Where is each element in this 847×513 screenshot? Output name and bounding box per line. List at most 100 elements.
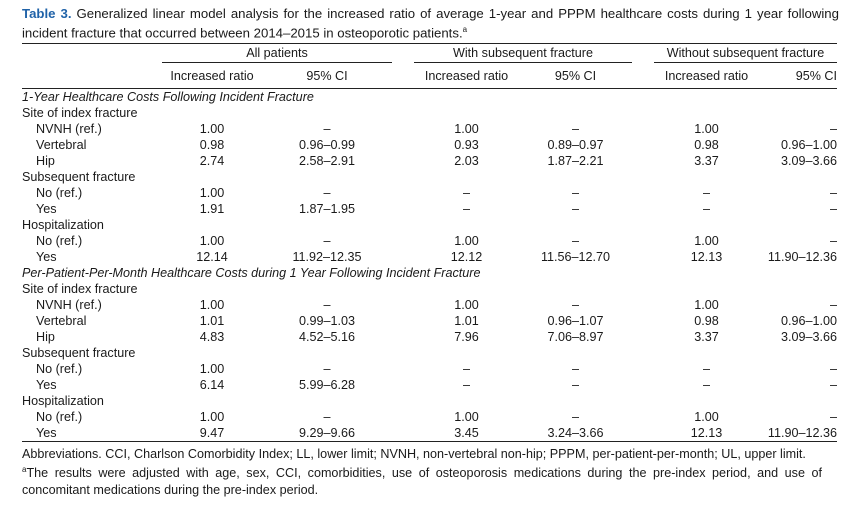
column-header: 95% CI — [795, 68, 837, 83]
ratio-cell: 1.00 — [199, 234, 225, 249]
table-notes: Abbreviations. CCI, Charlson Comorbidity… — [22, 446, 822, 497]
ratio-cell: 1.00 — [694, 410, 719, 425]
ratio-cell: 2.03 — [454, 154, 479, 169]
ci-cell: – — [323, 362, 331, 377]
spacer-cell — [632, 153, 654, 169]
ratio-cell: 3.37 — [694, 330, 719, 345]
spacer-cell — [632, 137, 654, 153]
ci-cell: – — [571, 202, 579, 217]
ci-cell: – — [323, 234, 331, 249]
results-table: All patients With subsequent fracture Wi… — [22, 43, 837, 442]
ci-cell: – — [571, 298, 579, 313]
ratio-cell: 1.00 — [454, 234, 479, 249]
row-label: Yes — [36, 202, 57, 217]
spacer-cell — [632, 313, 654, 329]
category-label: Site of index fracture — [22, 106, 138, 121]
table-row: Vertebral 1.01 0.99–1.03 1.01 0.96–1.07 0.98 0… — [22, 313, 837, 329]
row-label: Vertebral — [36, 138, 87, 153]
ratio-cell: 1.00 — [199, 186, 225, 201]
ratio-cell: 1.00 — [199, 410, 225, 425]
ci-cell: – — [571, 186, 579, 201]
ratio-cell: 1.00 — [454, 298, 479, 313]
ci-cell: 1.87–1.95 — [298, 202, 356, 217]
ratio-cell: 2.74 — [199, 154, 225, 169]
category-row: Subsequent fracture — [22, 169, 837, 185]
ci-cell: 2.58–2.91 — [298, 154, 356, 169]
spacer-cell — [632, 185, 654, 201]
ratio-cell: – — [702, 362, 710, 377]
ci-cell: 7.06–8.97 — [547, 330, 604, 345]
caption-footnote-mark: a — [462, 25, 468, 34]
footnote-mark: a — [22, 465, 27, 475]
ratio-cell: 3.45 — [454, 426, 479, 441]
group-header: With subsequent fracture — [414, 43, 632, 64]
ci-cell: 3.24–3.66 — [547, 426, 604, 441]
row-label: Yes — [36, 426, 57, 441]
table-row: Hip 4.83 4.52–5.16 7.96 7.06–8.97 3.37 3.09–3.… — [22, 329, 837, 345]
table-row: Hip 2.74 2.58–2.91 2.03 1.87–2.21 3.37 3.09–3.… — [22, 153, 837, 169]
category-row: Hospitalization — [22, 393, 837, 409]
abbreviations-note: Abbreviations. CCI, Charlson Comorbidity… — [22, 447, 806, 462]
ci-cell: 11.90–12.36 — [767, 426, 837, 441]
ratio-cell: 0.98 — [694, 314, 719, 329]
footnote-text: The results were adjusted with age, sex,… — [22, 466, 822, 497]
row-label: NVNH (ref.) — [36, 298, 102, 313]
table-label: Table 3. — [22, 6, 72, 21]
spacer-cell — [392, 409, 414, 425]
category-row: Site of index fracture — [22, 281, 837, 297]
ci-cell: 5.99–6.28 — [298, 378, 356, 393]
ratio-cell: – — [462, 186, 470, 201]
table-row: NVNH (ref.) 1.00 – 1.00 – 1.00 – — [22, 297, 837, 313]
ratio-cell: 4.83 — [199, 330, 225, 345]
section-title: 1-Year Healthcare Costs Following Incide… — [22, 90, 314, 105]
ratio-cell: – — [702, 186, 710, 201]
ci-cell: 11.92–12.35 — [292, 250, 362, 265]
adjustment-footnote: aThe results were adjusted with age, sex… — [22, 462, 822, 497]
ci-cell: – — [323, 410, 331, 425]
row-label: Hip — [36, 330, 55, 345]
section-row: 1-Year Healthcare Costs Following Incide… — [22, 89, 837, 106]
ratio-cell: 1.00 — [694, 298, 719, 313]
row-label: NVNH (ref.) — [36, 122, 102, 137]
ci-cell: 1.87–2.21 — [547, 154, 604, 169]
table-row: No (ref.) 1.00 – – – – – — [22, 361, 837, 377]
category-row: Subsequent fracture — [22, 345, 837, 361]
category-row: Hospitalization — [22, 217, 837, 233]
spacer-cell — [632, 409, 654, 425]
ci-cell: – — [323, 298, 331, 313]
ratio-cell: 0.98 — [694, 138, 719, 153]
ratio-cell: – — [462, 378, 470, 393]
group-header: All patients — [162, 43, 392, 64]
ratio-cell: 6.14 — [199, 378, 225, 393]
table-row: Yes 1.91 1.87–1.95 – – – – — [22, 201, 837, 217]
ci-cell: – — [571, 122, 579, 137]
ci-cell: – — [323, 122, 331, 137]
spacer-cell — [392, 201, 414, 217]
spacer-cell — [392, 249, 414, 265]
ratio-cell: 12.14 — [196, 250, 228, 265]
row-label: No (ref.) — [36, 234, 83, 249]
row-label: Hip — [36, 154, 55, 169]
ratio-cell: 1.00 — [454, 410, 479, 425]
spacer-cell — [392, 329, 414, 345]
spacer-cell — [392, 121, 414, 137]
ci-cell: – — [571, 362, 579, 377]
ci-cell: – — [571, 410, 579, 425]
row-label: Vertebral — [36, 314, 87, 329]
ci-cell: 0.96–0.99 — [298, 138, 356, 153]
ci-cell: 0.96–1.07 — [547, 314, 604, 329]
row-label: No (ref.) — [36, 186, 83, 201]
category-label: Hospitalization — [22, 394, 104, 409]
ci-cell: – — [571, 234, 579, 249]
ratio-cell: 1.01 — [199, 314, 225, 329]
category-label: Subsequent fracture — [22, 170, 136, 185]
ci-cell: 0.96–1.00 — [780, 138, 837, 153]
spacer-cell — [392, 297, 414, 313]
column-header: 95% CI — [554, 68, 597, 83]
ci-cell: – — [829, 202, 837, 217]
group-header-row: All patients With subsequent fracture Wi… — [22, 43, 837, 64]
ci-cell: 3.09–3.66 — [780, 330, 837, 345]
ci-cell: 0.96–1.00 — [780, 314, 837, 329]
category-label: Subsequent fracture — [22, 346, 136, 361]
spacer-cell — [632, 249, 654, 265]
